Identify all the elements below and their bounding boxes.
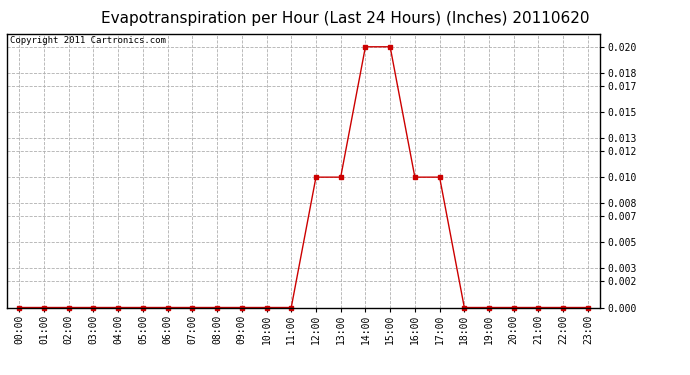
Text: Copyright 2011 Cartronics.com: Copyright 2011 Cartronics.com (10, 36, 166, 45)
Text: Evapotranspiration per Hour (Last 24 Hours) (Inches) 20110620: Evapotranspiration per Hour (Last 24 Hou… (101, 11, 589, 26)
